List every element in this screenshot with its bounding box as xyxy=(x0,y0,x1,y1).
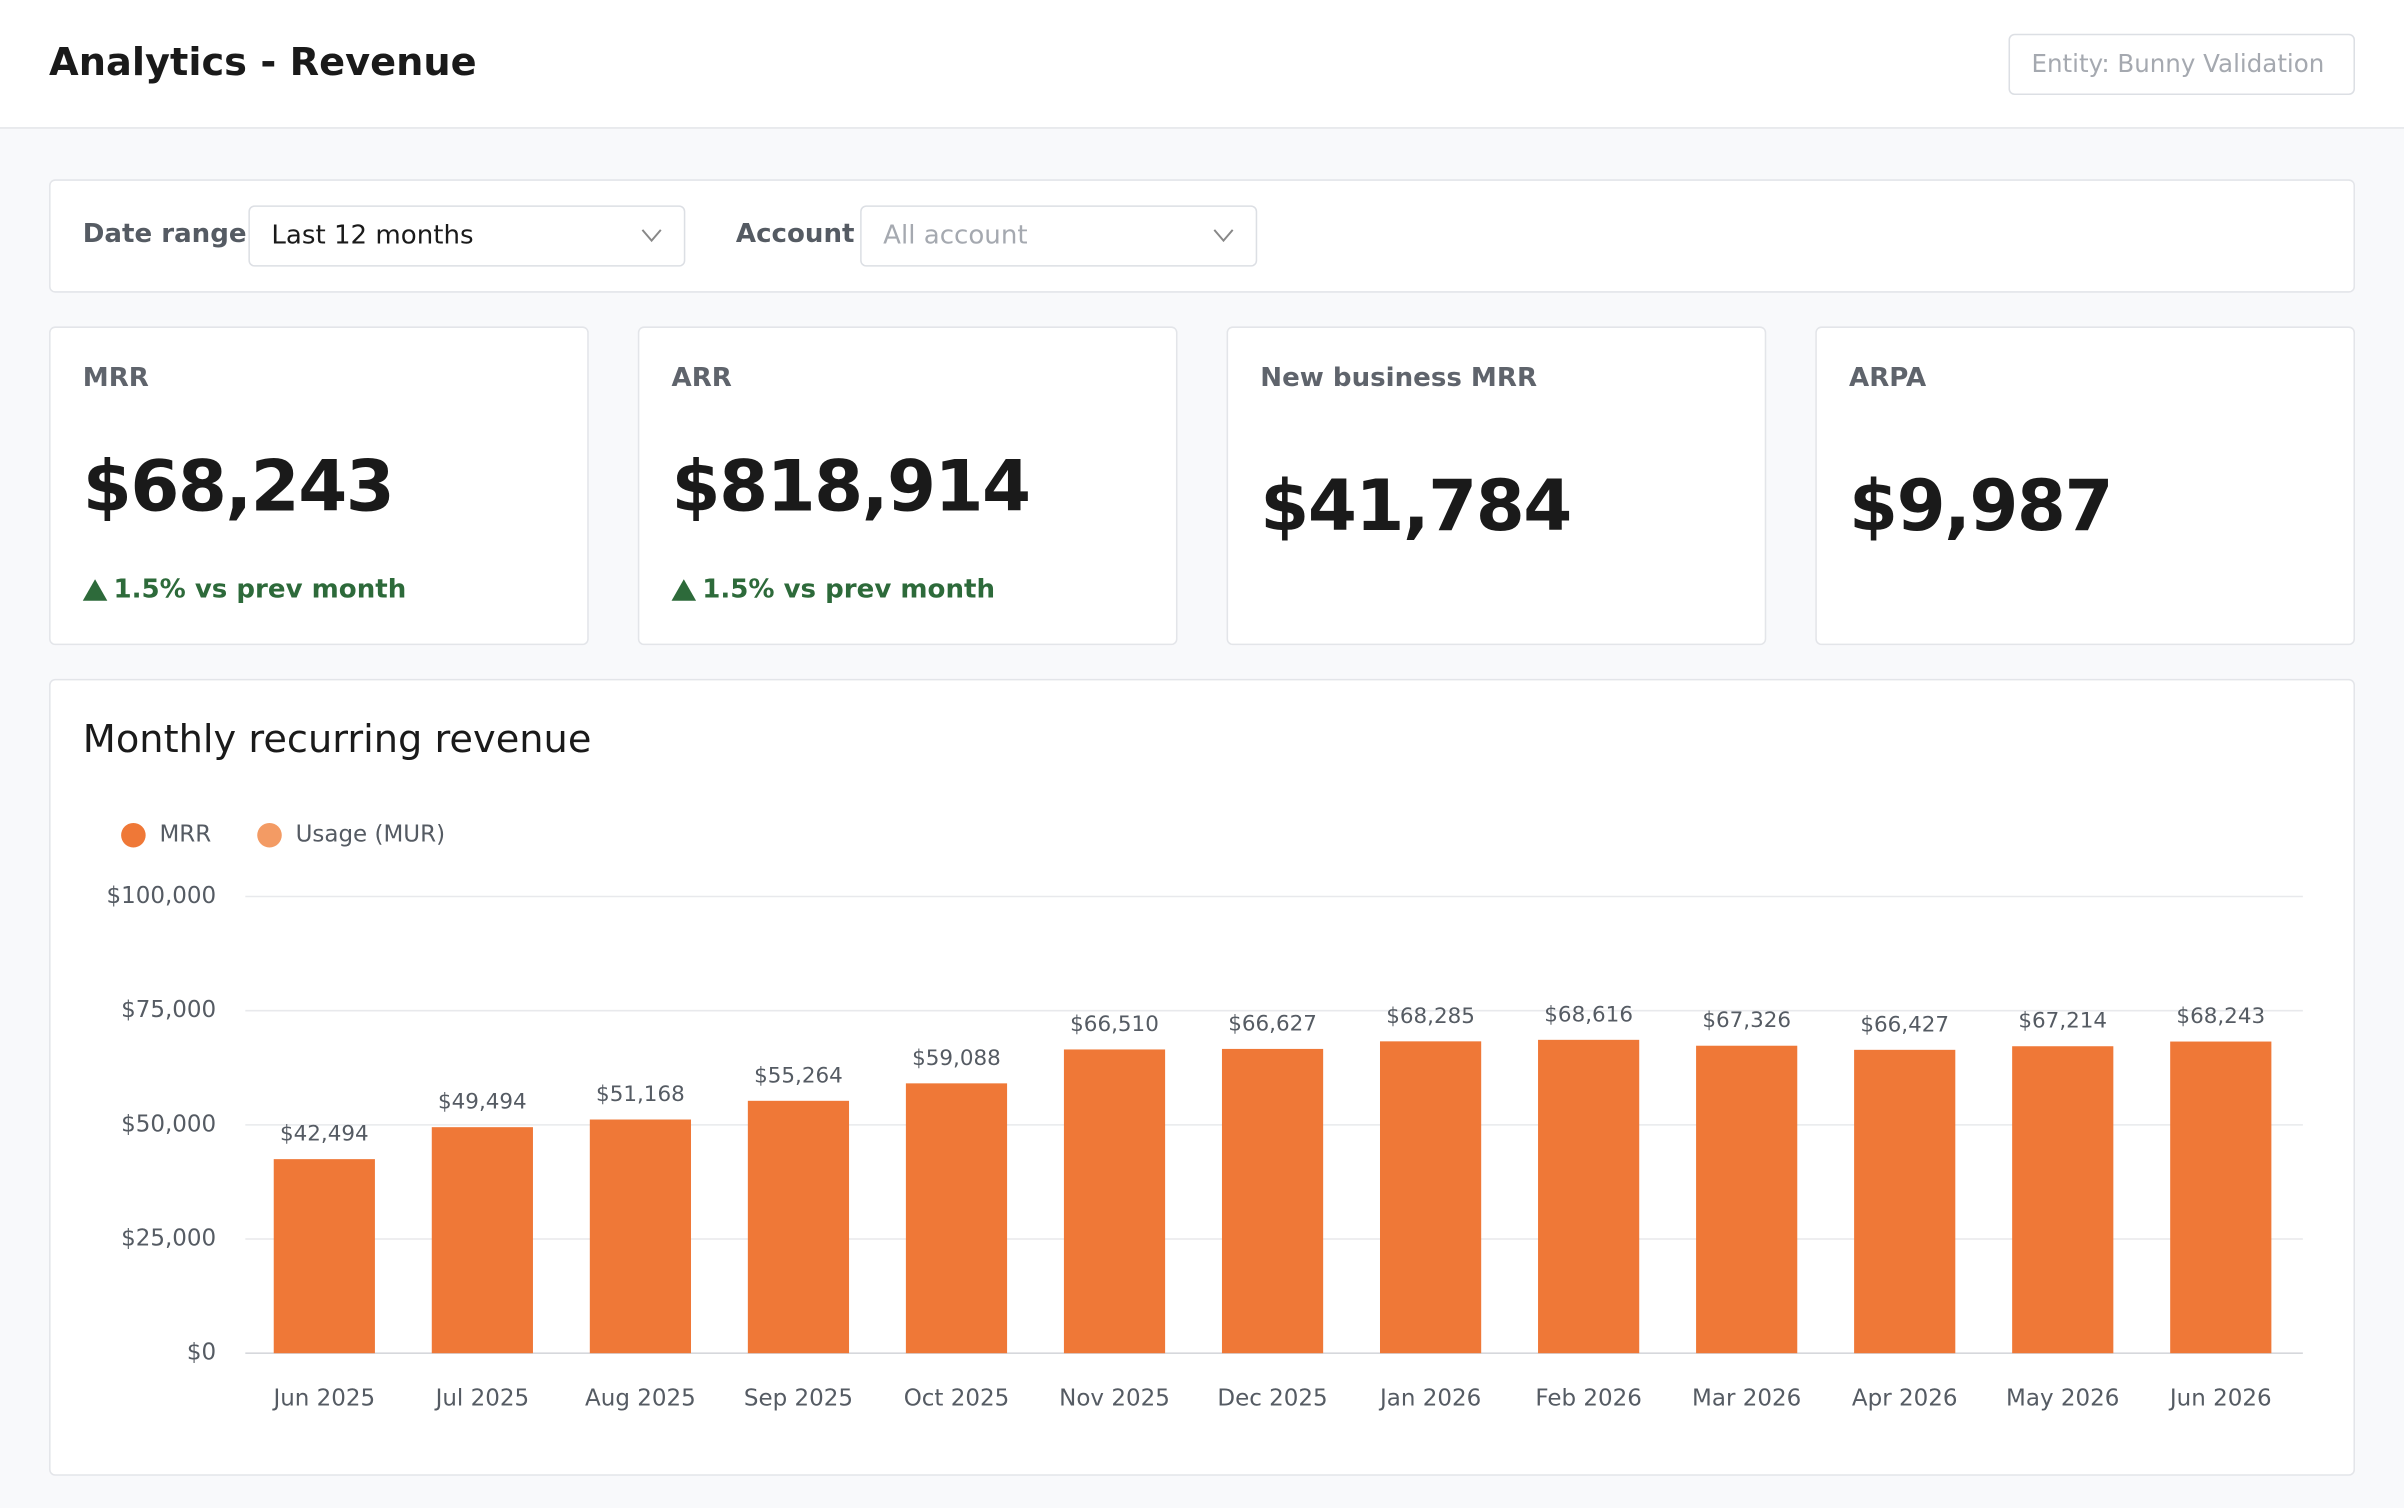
value-label: $67,214 xyxy=(2018,1009,2107,1034)
y-tick-label: $100,000 xyxy=(106,883,216,909)
x-tick-label: Jul 2025 xyxy=(434,1386,530,1412)
kpi-value: $9,987 xyxy=(1849,464,2113,548)
date-range-label: Date range xyxy=(82,219,247,250)
kpi-change: 1.5% vs prev month xyxy=(702,574,996,606)
legend-swatch xyxy=(257,822,282,848)
value-label: $68,285 xyxy=(1386,1004,1475,1029)
x-tick-label: Jun 2025 xyxy=(271,1386,375,1412)
value-label: $68,243 xyxy=(2176,1004,2265,1029)
value-label: $55,264 xyxy=(754,1063,843,1088)
header xyxy=(0,0,2404,129)
x-tick-label: Feb 2026 xyxy=(1535,1386,1642,1412)
y-tick-label: $0 xyxy=(187,1340,216,1366)
legend-swatch xyxy=(121,822,146,848)
kpi-card xyxy=(1815,326,2355,646)
kpi-value: $818,914 xyxy=(671,444,1032,528)
value-label: $49,494 xyxy=(438,1090,527,1115)
bar xyxy=(589,1119,692,1354)
x-tick-label: Dec 2025 xyxy=(1217,1386,1327,1412)
bar xyxy=(2012,1046,2114,1354)
legend-label: Usage (MUR) xyxy=(296,822,446,848)
bar xyxy=(905,1083,1008,1354)
x-tick-label: Aug 2025 xyxy=(585,1386,696,1412)
x-tick-label: Nov 2025 xyxy=(1059,1386,1170,1412)
kpi-value: $41,784 xyxy=(1260,464,1572,548)
chart-title: Monthly recurring revenue xyxy=(83,717,592,762)
kpi-value: $68,243 xyxy=(82,444,395,528)
kpi-label: New business MRR xyxy=(1260,363,1538,394)
kpi-change: 1.5% vs prev month xyxy=(113,574,407,606)
bar xyxy=(1379,1041,1482,1354)
x-tick-label: Apr 2026 xyxy=(1852,1386,1958,1412)
x-tick-label: Sep 2025 xyxy=(744,1386,853,1412)
bar xyxy=(273,1159,375,1354)
chevron xyxy=(641,229,662,243)
value-label: $66,510 xyxy=(1070,1012,1159,1037)
kpi-card xyxy=(637,326,1178,646)
x-tick-label: Jan 2026 xyxy=(1378,1386,1481,1412)
account-select[interactable]: All account xyxy=(860,205,1258,267)
bar xyxy=(431,1127,533,1354)
y-tick-label: $50,000 xyxy=(121,1111,216,1137)
bar xyxy=(1696,1045,1798,1354)
x-tick-label: Jun 2026 xyxy=(2168,1386,2272,1412)
value-label: $68,616 xyxy=(1544,1002,1633,1027)
kpi-label: ARR xyxy=(671,363,732,394)
x-tick-label: Mar 2026 xyxy=(1692,1386,1801,1412)
kpi-label: ARPA xyxy=(1849,363,1927,394)
legend-label: MRR xyxy=(159,822,211,848)
bar xyxy=(1063,1049,1166,1354)
value-label: $59,088 xyxy=(912,1046,1001,1071)
account-label: Account xyxy=(735,219,855,250)
kpi-card xyxy=(1226,326,1767,646)
date-range-select[interactable]: Last 12 months xyxy=(248,205,686,267)
bar xyxy=(2170,1041,2272,1354)
kpi-card xyxy=(49,326,589,646)
filter-bar xyxy=(49,179,2355,293)
entity-selector[interactable]: Entity: Bunny Validation xyxy=(2008,33,2355,96)
value-label: $66,427 xyxy=(1860,1012,1949,1037)
value-label: $67,326 xyxy=(1702,1008,1791,1033)
date-range-value: Last 12 months xyxy=(271,220,474,252)
y-tick-label: $25,000 xyxy=(121,1226,216,1252)
y-tick-label: $75,000 xyxy=(121,997,216,1023)
chevron xyxy=(1213,229,1234,243)
kpi-label: MRR xyxy=(82,363,149,394)
bar xyxy=(747,1100,850,1354)
trend-up-icon xyxy=(671,579,697,601)
value-label: $51,168 xyxy=(596,1082,685,1107)
account-placeholder: All account xyxy=(883,220,1028,252)
trend-up-icon xyxy=(82,579,108,601)
page-title: Analytics - Revenue xyxy=(49,39,477,85)
bar xyxy=(1854,1049,1956,1354)
x-tick-label: Oct 2025 xyxy=(904,1386,1010,1412)
bar xyxy=(1221,1048,1324,1354)
value-label: $42,494 xyxy=(280,1122,369,1147)
x-tick-label: May 2026 xyxy=(2006,1386,2119,1412)
bar xyxy=(1538,1039,1640,1354)
value-label: $66,627 xyxy=(1228,1011,1317,1036)
